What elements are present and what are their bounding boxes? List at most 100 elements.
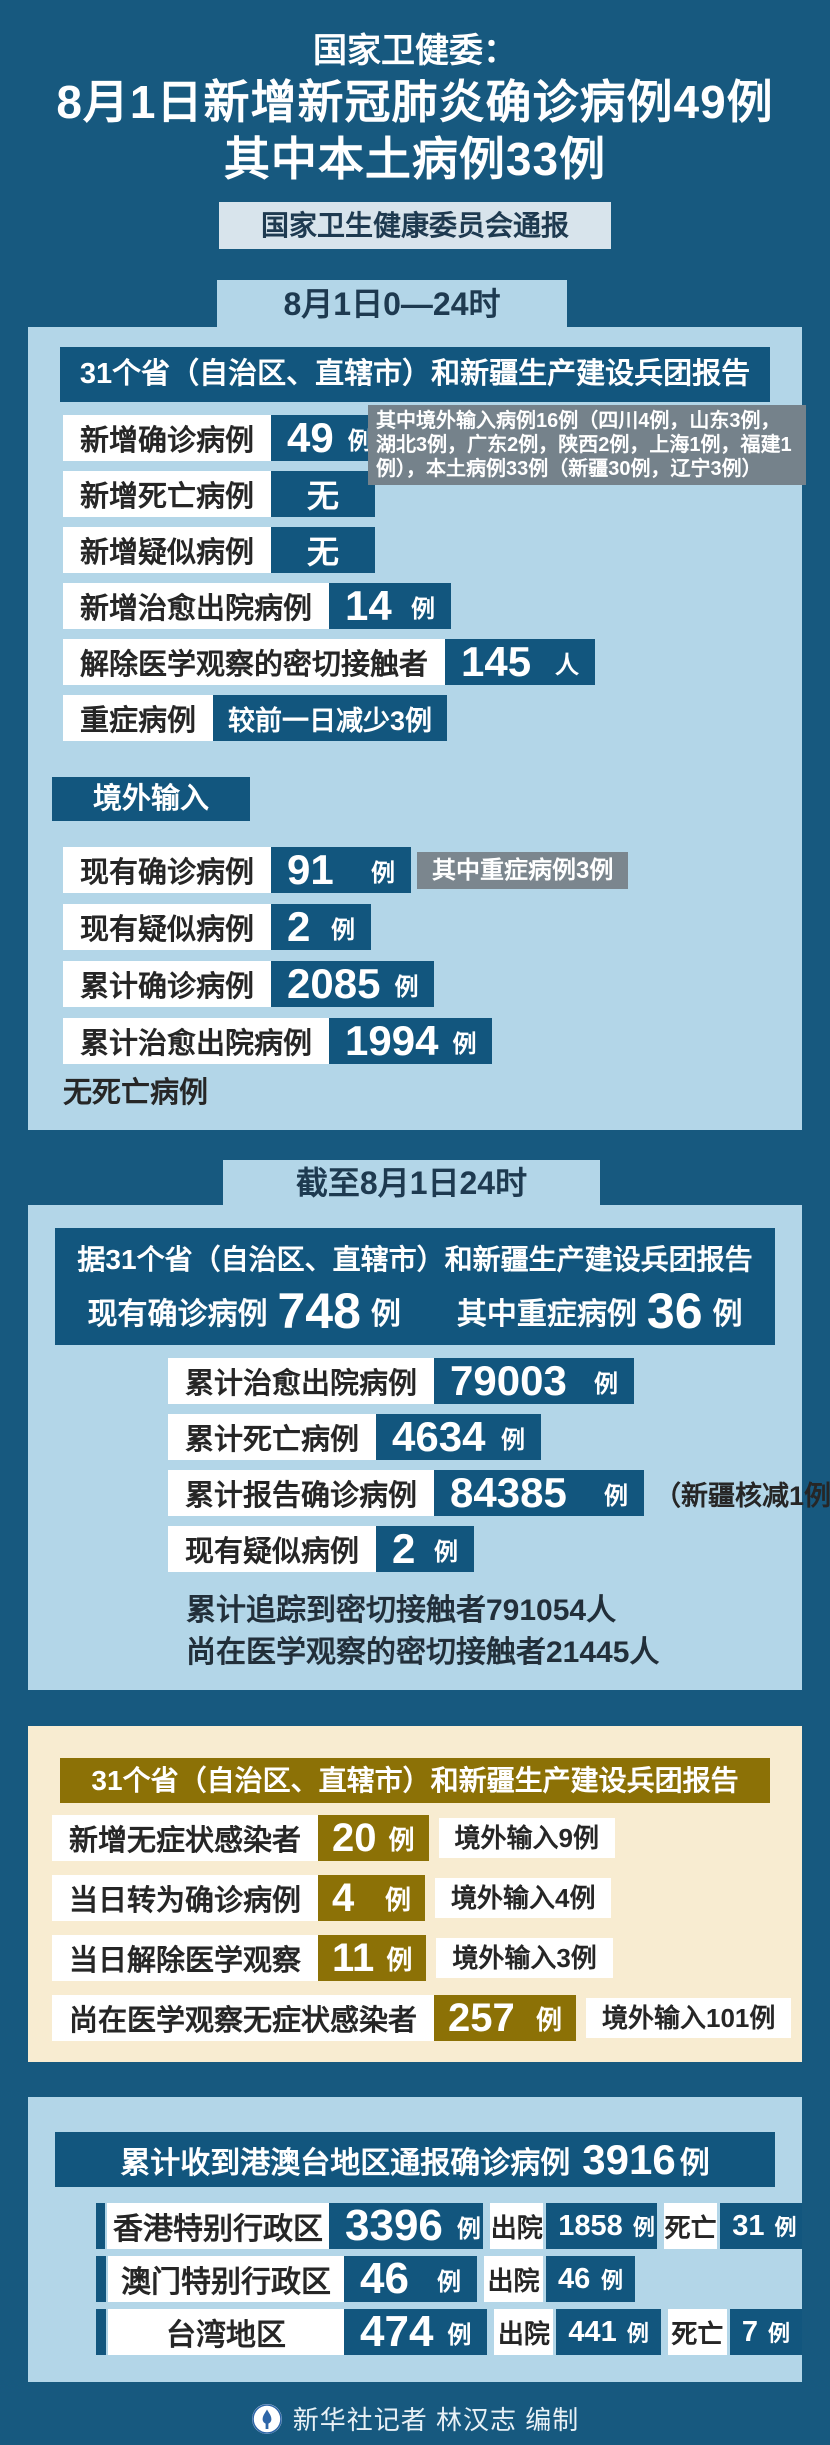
- death-value-box: 31 例: [720, 2203, 802, 2249]
- discharged-value-box: 441 例: [556, 2309, 661, 2355]
- stat-row-imported-active: 现有确诊病例 91 例 其中重症病例3例: [63, 846, 802, 893]
- contact-observed-line: 尚在医学观察的密切接触者21445人: [186, 1636, 660, 1669]
- stat-label: 新增无症状感染者: [52, 1815, 319, 1861]
- stat-value-box: 14 例: [329, 582, 452, 629]
- discharged-label: 出院: [484, 2256, 543, 2302]
- region-label: 澳门特别行政区: [108, 2256, 344, 2302]
- stat-label: 累计治愈出院病例: [168, 1358, 435, 1404]
- stat-label: 新增死亡病例: [63, 471, 272, 517]
- stat-row-new-suspected: 新增疑似病例 无: [63, 527, 802, 573]
- tab-cumulative-period: 截至8月1日24时: [223, 1160, 600, 1205]
- section-asymptomatic: 31个省（自治区、直辖市）和新疆生产建设兵团报告 新增无症状感染者 20 例 境外…: [28, 1726, 802, 2062]
- title-block: 国家卫健委： 8月1日新增新冠肺炎确诊病例49例 其中本土病例33例 国家卫生健…: [0, 0, 830, 249]
- severe-cases-value: 36: [646, 1283, 703, 1339]
- stat-label: 现有疑似病例: [63, 904, 272, 950]
- stat-row-new-deaths: 新增死亡病例 无: [63, 471, 802, 517]
- hmt-header: 累计收到港澳台地区通报确诊病例 3916 例: [55, 2132, 775, 2187]
- stat-row-cum-deaths: 累计死亡病例 4634 例: [168, 1413, 802, 1460]
- asymptomatic-header: 31个省（自治区、直辖市）和新疆生产建设兵团报告: [60, 1758, 770, 1803]
- footer-credit: 新华社记者 林汉志 编制: [292, 2405, 580, 2435]
- stat-row-imported-cumulative: 累计确诊病例 2085 例: [63, 960, 802, 1007]
- cumulative-header-line1: 据31个省（自治区、直辖市）和新疆生产建设兵团报告: [77, 1244, 753, 1275]
- severe-cases-label: 其中重症病例: [456, 1298, 637, 1331]
- imported-note: 境外输入4例: [435, 1878, 612, 1918]
- stat-label: 新增确诊病例: [63, 415, 272, 461]
- footer: 新华社记者 林汉志 编制: [0, 2400, 830, 2437]
- section-hmt: 累计收到港澳台地区通报确诊病例 3916 例 香港特别行政区 3396 例 出院 …: [28, 2097, 802, 2382]
- stat-row-new-recovered: 新增治愈出院病例 14 例: [63, 582, 802, 629]
- stat-row-severe: 重症病例 较前一日减少3例: [63, 695, 802, 741]
- region-row-macau: 澳门特别行政区 46 例 出院 46 例: [96, 2254, 802, 2303]
- severe-note: 其中重症病例3例: [417, 851, 629, 889]
- stat-row-under-observation: 尚在医学观察无症状感染者 257 例 境外输入101例: [52, 1995, 802, 2041]
- stat-label: 累计死亡病例: [168, 1414, 377, 1460]
- stat-label: 新增治愈出院病例: [63, 583, 330, 629]
- stat-row-imported-recovered: 累计治愈出院病例 1994 例: [63, 1017, 802, 1064]
- stat-label: 现有确诊病例: [63, 847, 272, 893]
- hmt-header-value: 3916: [582, 2135, 676, 2183]
- imported-note: 境外输入9例: [438, 1818, 615, 1858]
- imported-cases-tag: 境外输入: [52, 777, 251, 821]
- cumulative-header-block: 据31个省（自治区、直辖市）和新疆生产建设兵团报告 现有确诊病例 748 例 其…: [55, 1228, 775, 1345]
- stat-row-cum-recovered: 累计治愈出院病例 79003 例: [168, 1357, 802, 1404]
- xinhua-logo-icon: [251, 2403, 282, 2434]
- cumulative-header-line2: 现有确诊病例 748 例 其中重症病例 36 例: [55, 1282, 775, 1340]
- current-cases-label: 现有确诊病例: [87, 1298, 268, 1331]
- stat-label: 尚在医学观察无症状感染者: [52, 1995, 435, 2041]
- stat-row-new-confirmed: 新增确诊病例 49 例: [63, 414, 802, 461]
- stat-row-new-asymptomatic: 新增无症状感染者 20 例 境外输入9例: [52, 1815, 802, 1861]
- stat-label: 累计确诊病例: [63, 961, 272, 1007]
- stat-label: 解除医学观察的密切接触者: [63, 639, 446, 685]
- stat-value-box: 20 例: [318, 1815, 429, 1861]
- row-accent: [96, 2203, 105, 2249]
- panel-hmt: 累计收到港澳台地区通报确诊病例 3916 例 香港特别行政区 3396 例 出院 …: [28, 2097, 802, 2382]
- stat-value-box: 无: [271, 527, 376, 573]
- stat-label: 新增疑似病例: [63, 527, 272, 573]
- stat-row-released-observation: 解除医学观察的密切接触者 145 人: [63, 638, 802, 685]
- stat-value-box: 11 例: [318, 1935, 427, 1981]
- no-death-note: 无死亡病例: [63, 1077, 209, 1109]
- stat-value-box: 145 人: [445, 638, 596, 685]
- imported-note: 境外输入3例: [436, 1938, 613, 1978]
- stat-value-box: 91 例: [271, 846, 412, 893]
- page-title-line2: 其中本土病例33例: [223, 133, 607, 185]
- stat-value-box: 1994 例: [329, 1017, 493, 1064]
- stat-label: 当日转为确诊病例: [52, 1875, 319, 1921]
- severe-cases-unit: 例: [712, 1298, 743, 1331]
- contact-traced-line: 累计追踪到密切接触者791054人: [186, 1594, 617, 1627]
- current-cases-unit: 例: [370, 1298, 401, 1331]
- region-confirmed-box: 474 例: [344, 2307, 488, 2356]
- row-accent: [96, 2309, 106, 2355]
- discharged-value-box: 46 例: [546, 2256, 635, 2302]
- stat-label: 现有疑似病例: [168, 1526, 377, 1572]
- panel-asymptomatic: 31个省（自治区、直辖市）和新疆生产建设兵团报告 新增无症状感染者 20 例 境外…: [28, 1726, 802, 2062]
- panel-daily: 31个省（自治区、直辖市）和新疆生产建设兵团报告 其中境外输入病例16例（四川4…: [28, 327, 806, 1130]
- stat-value-box: 较前一日减少3例: [213, 695, 448, 741]
- tab-daily-period: 8月1日0—24时: [217, 280, 567, 327]
- region-row-hongkong: 香港特别行政区 3396 例 出院 1858 例 死亡 31 例: [96, 2201, 802, 2250]
- discharged-value-box: 1858 例: [546, 2203, 658, 2249]
- panel-cumulative: 据31个省（自治区、直辖市）和新疆生产建设兵团报告 现有确诊病例 748 例 其…: [28, 1205, 830, 1690]
- death-label: 死亡: [667, 2309, 727, 2355]
- stat-value-box: 84385 例: [434, 1469, 645, 1516]
- region-label: 台湾地区: [108, 2309, 344, 2355]
- hmt-header-label: 累计收到港澳台地区通报确诊病例: [120, 2146, 571, 2180]
- stat-value-box: 2085 例: [271, 960, 435, 1007]
- stat-label: 当日解除医学观察: [52, 1935, 319, 1981]
- imported-note: 境外输入101例: [586, 1998, 792, 2038]
- region-label: 香港特别行政区: [107, 2203, 329, 2249]
- stat-label: 重症病例: [63, 695, 214, 741]
- stat-value-box: 无: [271, 471, 376, 517]
- stat-value-box: 79003 例: [434, 1357, 635, 1404]
- death-label: 死亡: [664, 2203, 718, 2249]
- row-accent: [96, 2256, 106, 2302]
- stat-value-box: 257 例: [434, 1995, 577, 2041]
- imported-breakdown-tooltip: 其中境外输入病例16例（四川4例，山东3例，湖北3例，广东2例，陕西2例，上海1…: [368, 405, 806, 485]
